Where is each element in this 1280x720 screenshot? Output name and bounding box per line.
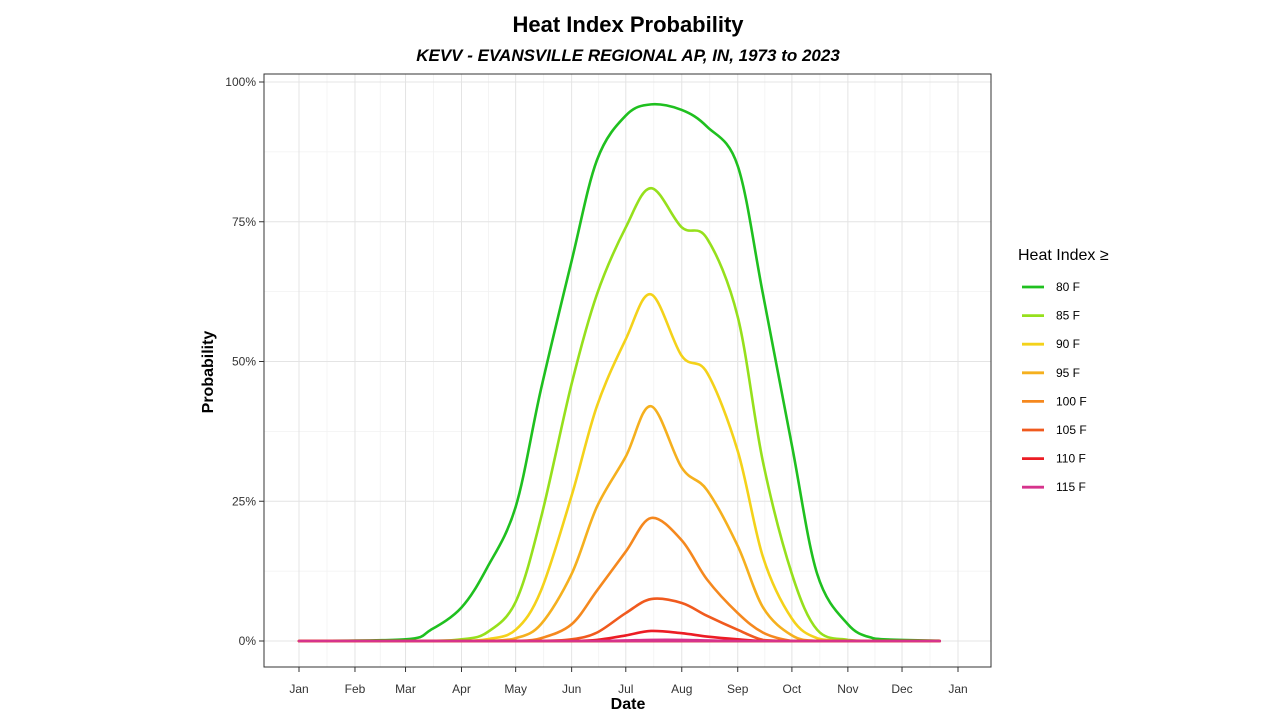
series-line-95-f xyxy=(297,404,941,643)
x-tick-label: Sep xyxy=(727,682,749,696)
x-tick-label: Apr xyxy=(452,682,471,696)
legend-label: 115 F xyxy=(1056,480,1086,494)
x-tick-label: Nov xyxy=(837,682,858,696)
legend: Heat Index ≥ 80 F 85 F 90 F 95 F 100 F 105 F 1… xyxy=(1018,247,1109,494)
x-tick-label: Jun xyxy=(562,682,581,696)
chart-subtitle: KEVV - EVANSVILLE REGIONAL AP, IN, 1973 … xyxy=(416,46,840,65)
x-tick-label: Jan xyxy=(948,682,967,696)
x-tick-label: Feb xyxy=(345,682,366,696)
y-tick-label: 50% xyxy=(232,355,256,369)
grid-lines xyxy=(264,74,991,667)
legend-label: 105 F xyxy=(1056,423,1087,437)
legend-label: 95 F xyxy=(1056,366,1080,380)
x-tick-label: Jan xyxy=(289,682,308,696)
series-line-100-f xyxy=(297,516,941,643)
legend-label: 85 F xyxy=(1056,309,1080,323)
legend-title: Heat Index ≥ xyxy=(1018,247,1109,264)
x-tick-label: Aug xyxy=(671,682,692,696)
series-line-80-f xyxy=(297,102,941,643)
x-tick-label: Mar xyxy=(395,682,416,696)
series-line-115-f xyxy=(297,638,941,643)
x-tick-label: Jul xyxy=(618,682,633,696)
x-tick-label: Oct xyxy=(783,682,802,696)
legend-label: 80 F xyxy=(1056,280,1080,294)
y-axis-ticks: 0% 25% 50% 75% 100% xyxy=(225,75,264,648)
y-tick-label: 25% xyxy=(232,494,256,508)
series-lines xyxy=(297,102,941,643)
plot-panel-border xyxy=(263,73,992,668)
chart-title: Heat Index Probability xyxy=(512,12,744,37)
y-tick-label: 75% xyxy=(232,215,256,229)
x-axis-title: Date xyxy=(611,696,646,713)
legend-label: 110 F xyxy=(1056,452,1086,466)
x-tick-label: Dec xyxy=(891,682,912,696)
x-axis-ticks: Jan Feb Mar Apr May Jun Jul Aug Sep Oct Nov Dec Jan xyxy=(289,667,968,696)
legend-label: 100 F xyxy=(1056,394,1087,408)
y-tick-label: 0% xyxy=(239,634,257,648)
x-tick-label: May xyxy=(504,682,527,696)
y-tick-label: 100% xyxy=(225,75,256,89)
y-axis-title: Probability xyxy=(200,331,217,414)
legend-label: 90 F xyxy=(1056,337,1080,351)
series-line-85-f xyxy=(297,186,941,643)
